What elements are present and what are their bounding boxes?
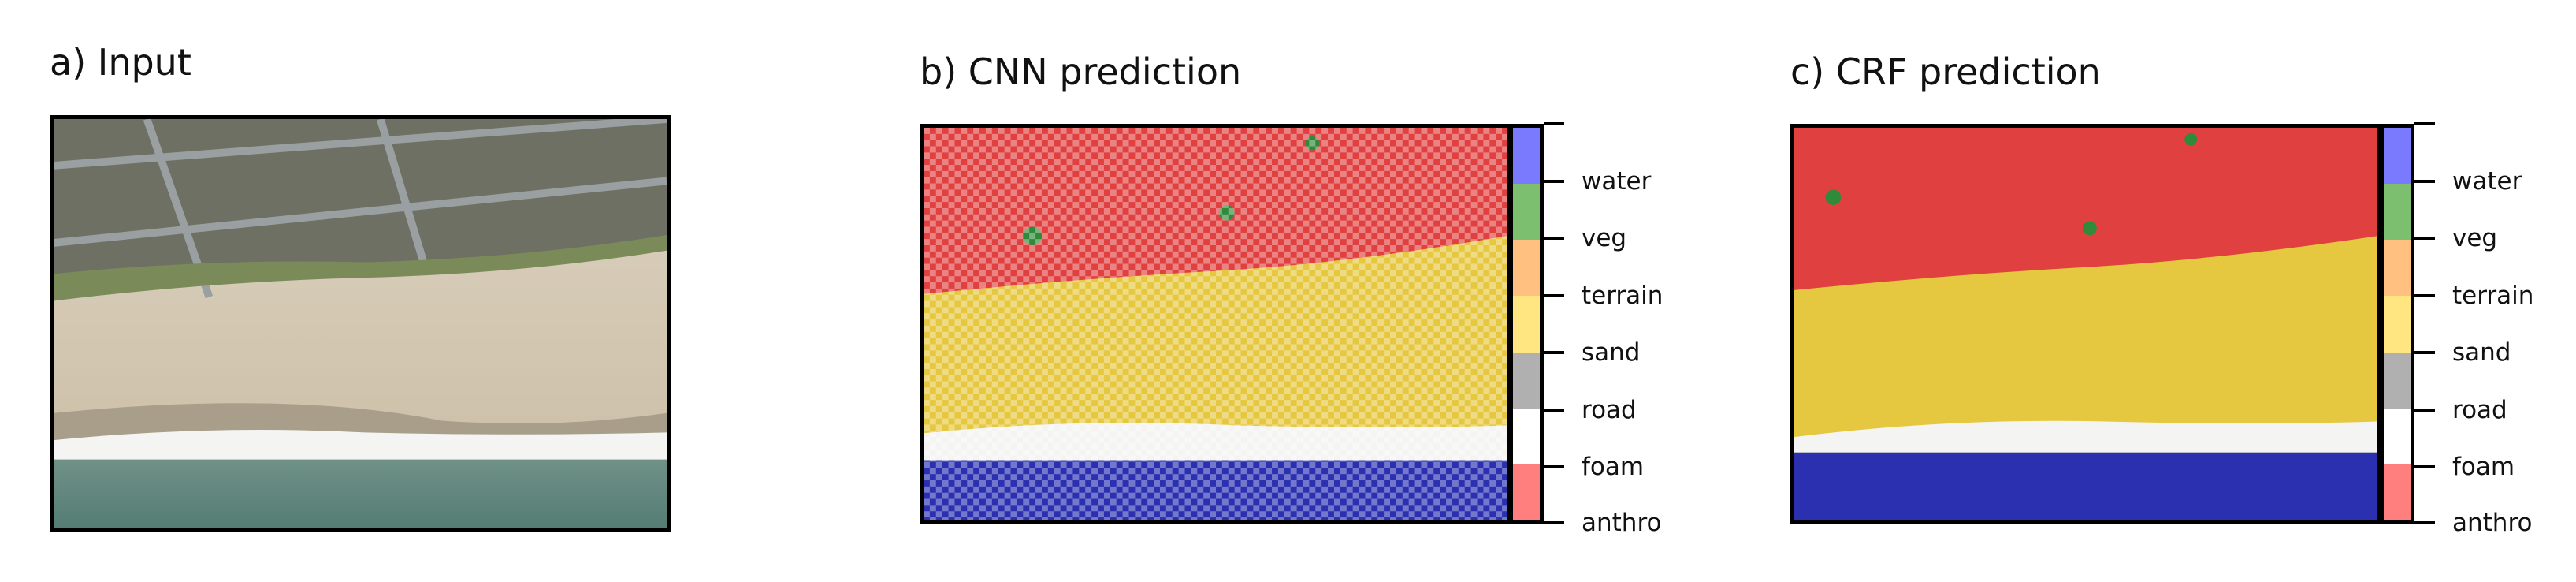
colorbar-label-terrain: terrain: [1582, 281, 1663, 310]
colorbar-segment-terrain: [2384, 240, 2411, 297]
colorbar-label-road: road: [1582, 395, 1637, 424]
colorbar-label-water: water: [2452, 166, 2522, 196]
colorbar-segment-veg: [1513, 184, 1540, 241]
colorbar-segment-foam: [1513, 408, 1540, 464]
colorbar-segment-water: [1513, 128, 1540, 185]
cnn-prediction-image: [920, 124, 1511, 524]
colorbar-tick: [2414, 179, 2435, 183]
colorbar-label-sand: sand: [2452, 338, 2511, 367]
panel-b-title: b) CNN prediction: [920, 50, 1242, 93]
cnn-colorbar: [1509, 124, 1544, 524]
colorbar-segment-road: [1513, 352, 1540, 409]
colorbar-tick: [2414, 408, 2435, 412]
colorbar-tick: [2414, 351, 2435, 355]
colorbar-tick: [2414, 293, 2435, 297]
cnn-colorbar-labels: water veg terrain sand road foam anthro: [1544, 122, 1701, 537]
crf-colorbar-labels: water veg terrain sand road foam anthro: [2414, 122, 2572, 537]
colorbar-label-veg: veg: [1582, 224, 1627, 253]
colorbar-label-terrain: terrain: [2452, 281, 2534, 310]
colorbar-segment-anthro: [1513, 464, 1540, 520]
colorbar-segment-sand: [2384, 296, 2411, 353]
colorbar-segment-sand: [1513, 296, 1540, 353]
colorbar-label-veg: veg: [2452, 224, 2498, 253]
colorbar-tick: [1544, 179, 1564, 183]
colorbar-tick: [1544, 122, 1564, 125]
colorbar-tick: [2414, 521, 2435, 524]
colorbar-tick: [1544, 521, 1564, 524]
colorbar-label-anthro: anthro: [2452, 509, 2533, 537]
colorbar-segment-foam: [2384, 408, 2411, 464]
colorbar-tick: [2414, 122, 2435, 125]
colorbar-tick: [1544, 237, 1564, 241]
crf-colorbar: [2380, 124, 2414, 524]
colorbar-label-foam: foam: [1582, 453, 1645, 482]
colorbar-tick: [1544, 408, 1564, 412]
colorbar-tick: [2414, 465, 2435, 469]
colorbar-segment-anthro: [2384, 464, 2411, 520]
colorbar-segment-road: [2384, 352, 2411, 409]
colorbar-tick: [1544, 351, 1564, 355]
colorbar-segment-terrain: [1513, 240, 1540, 297]
colorbar-label-road: road: [2452, 395, 2507, 424]
input-image: [50, 115, 671, 532]
colorbar-label-anthro: anthro: [1582, 509, 1662, 537]
colorbar-tick: [2414, 237, 2435, 241]
colorbar-label-foam: foam: [2452, 453, 2515, 482]
colorbar-segment-veg: [2384, 184, 2411, 241]
panel-a-title: a) Input: [50, 41, 191, 84]
panel-c-title: c) CRF prediction: [1790, 50, 2101, 93]
colorbar-tick: [1544, 293, 1564, 297]
colorbar-label-water: water: [1582, 166, 1652, 196]
crf-prediction-image: [1790, 124, 2381, 524]
colorbar-tick: [1544, 465, 1564, 469]
colorbar-label-sand: sand: [1582, 338, 1641, 367]
colorbar-segment-water: [2384, 128, 2411, 185]
